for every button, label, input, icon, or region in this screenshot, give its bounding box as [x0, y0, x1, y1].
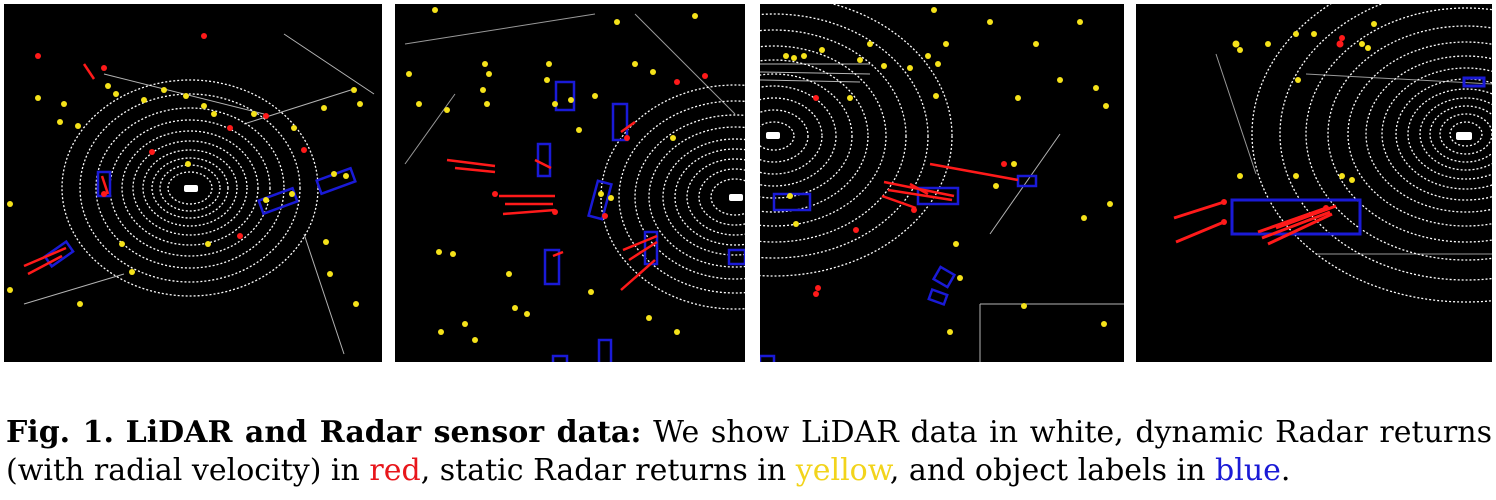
object-labels — [536, 80, 745, 362]
dynamic-radar-points — [1221, 35, 1345, 225]
figure-title: LiDAR and Radar sensor data: — [125, 415, 642, 450]
lidar-rings — [600, 84, 745, 310]
object-labels — [43, 166, 357, 269]
object-labels — [1230, 76, 1486, 236]
sensor-panel-4 — [1136, 4, 1492, 362]
sensor-panel-3 — [760, 4, 1124, 362]
lidar-rings — [1251, 4, 1492, 303]
ego-vehicle — [766, 132, 780, 139]
sensor-panel-2-plot — [404, 7, 745, 362]
lidar-structures — [760, 63, 1124, 362]
sensor-panel-3-plot — [760, 4, 1124, 362]
static-radar-points — [1232, 21, 1377, 183]
figure-label: Fig. 1. — [6, 415, 114, 450]
lidar-rings — [61, 79, 319, 297]
dynamic-radar-vectors — [881, 162, 1019, 210]
caption-text-1: We show LiDAR data in white, dynamic Rad… — [6, 415, 1492, 488]
sensor-panel-4-plot — [1173, 4, 1492, 303]
dynamic-radar-points — [492, 73, 708, 219]
caption-text-4: . — [1280, 453, 1291, 488]
sensor-panel-1 — [4, 4, 382, 362]
lidar-structures — [1215, 53, 1492, 255]
dynamic-radar-vectors — [23, 63, 110, 276]
caption-yellow-word: yellow — [795, 453, 890, 488]
caption-red-word: red — [369, 453, 421, 488]
ego-vehicle — [729, 194, 743, 201]
lidar-structures — [404, 13, 736, 165]
dynamic-radar-vectors — [446, 120, 658, 291]
dynamic-radar-points — [813, 95, 1007, 297]
dynamic-radar-vectors — [1173, 200, 1337, 246]
caption-text-2: , static Radar returns in — [420, 453, 787, 488]
figure-caption: Fig. 1. LiDAR and Radar sensor data: We … — [6, 414, 1492, 490]
sensor-panel-1-plot — [7, 33, 375, 355]
static-radar-points — [406, 7, 698, 343]
static-radar-points — [783, 7, 1113, 335]
object-labels — [760, 174, 1038, 362]
static-radar-points — [7, 83, 363, 307]
caption-blue-word: blue — [1215, 453, 1281, 488]
sensor-panel-2 — [395, 4, 745, 362]
dynamic-radar-points — [35, 33, 307, 239]
caption-text-3: , and object labels in — [889, 453, 1206, 488]
ego-vehicle — [1456, 132, 1472, 140]
lidar-rings — [760, 4, 953, 277]
ego-vehicle — [184, 185, 198, 192]
